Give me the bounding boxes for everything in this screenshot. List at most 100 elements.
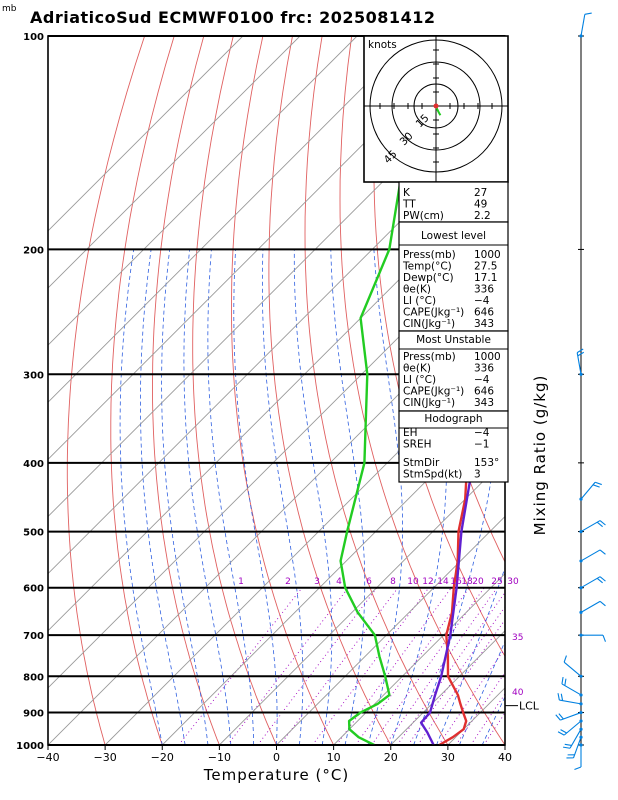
pressure-tick-label: 700 <box>23 631 44 642</box>
wind-barb-column <box>555 12 606 770</box>
moist-adiabat <box>367 249 403 745</box>
wind-barb-staff <box>580 520 601 533</box>
mixing-ratio-line <box>384 587 498 745</box>
mixing-ratio-label: 8 <box>390 577 396 587</box>
wind-barb-feather <box>596 521 603 528</box>
hodograph-storm-motion <box>433 103 439 109</box>
pressure-tick-label: 300 <box>23 370 44 381</box>
isotherm <box>276 515 505 745</box>
most-unstable-value: 1000 <box>474 351 501 363</box>
temperature-tick-label: 40 <box>498 751 512 764</box>
storm-motion-label: StmSpd(kt) <box>403 469 462 481</box>
lowest-level-value: 1000 <box>474 249 501 261</box>
mixing-ratio-label: 4 <box>336 577 342 587</box>
most-unstable-value: 646 <box>474 386 494 398</box>
y-axis-label: Mixing Ratio (g/kg) <box>531 375 549 536</box>
mixing-ratio-label: 16 <box>450 577 462 587</box>
lcl-label: LCL <box>519 700 540 713</box>
moist-adiabat <box>261 249 304 745</box>
storm-motion-value: 3 <box>474 469 481 481</box>
wind-barb-feather <box>602 634 606 642</box>
lowest-level-label: Dewp(°C) <box>403 272 454 284</box>
mixing-ratio-line <box>407 606 505 745</box>
moist-adiabat <box>161 249 209 745</box>
wind-barb-point <box>579 559 583 563</box>
hodograph-index-value: −4 <box>474 427 490 439</box>
moist-adiabat <box>330 249 366 745</box>
isotherm <box>219 458 505 745</box>
wind-barb-feather <box>563 746 571 749</box>
general-index-value: 2.2 <box>474 210 491 222</box>
mixing-ratio-line <box>417 619 505 745</box>
temperature-tick-label: 20 <box>384 751 398 764</box>
wind-barb-staff <box>563 661 582 677</box>
wind-barb-staff <box>559 699 582 705</box>
wind-barb-feather <box>599 576 606 582</box>
lowest-level-box <box>398 221 509 332</box>
isotherm <box>48 36 358 346</box>
moist-adiabat <box>139 249 186 745</box>
most-unstable-label: Press(mb) <box>403 351 456 363</box>
mixing-ratio-label: 10 <box>407 577 419 587</box>
dry-adiabat <box>559 36 618 745</box>
pressure-tick-label: 400 <box>23 459 44 470</box>
temperature-tick-label: 10 <box>327 751 341 764</box>
wind-barb-feather <box>555 714 561 721</box>
general-index-label: K <box>403 187 411 199</box>
temperature-tick-label: −20 <box>151 751 174 764</box>
mixing-ratio-line <box>470 693 505 745</box>
dry-adiabat <box>110 36 175 745</box>
lowest-level-value: 646 <box>474 307 494 319</box>
wind-barb-feather <box>584 12 592 15</box>
dry-adiabat <box>231 36 335 745</box>
isotherm <box>48 36 415 403</box>
mixing-ratio-label: 12 <box>422 577 433 587</box>
pressure-tick-label: 800 <box>23 672 44 683</box>
moist-adiabat <box>119 249 163 745</box>
storm-motion-value: 153° <box>474 457 499 469</box>
wind-barb-staff <box>580 481 596 500</box>
temperature-tick-label: −30 <box>94 751 117 764</box>
dry-adiabat <box>66 36 146 745</box>
dry-adiabat <box>588 36 618 745</box>
isotherm <box>48 173 505 632</box>
mixing-ratio-label: 18 <box>461 577 473 587</box>
wind-barb-feather <box>592 484 600 488</box>
moist-adiabat <box>183 249 232 745</box>
wind-barb-staff <box>561 683 582 696</box>
most-unstable-header: Most Unstable <box>416 334 491 346</box>
wind-barb-point <box>579 710 583 715</box>
wind-barb-feather <box>599 600 606 607</box>
wind-barb-feather <box>577 351 585 357</box>
pressure-tick-label: 1000 <box>16 741 44 752</box>
pressure-tick-label: 600 <box>23 584 44 595</box>
temperature-tick-label: 30 <box>441 751 455 764</box>
wind-barb-point <box>579 693 583 697</box>
wind-barb-point <box>579 743 583 747</box>
wind-barb-feather <box>557 731 565 736</box>
wind-barb-point <box>579 702 583 706</box>
mixing-ratio-line <box>257 587 378 745</box>
dry-adiabat <box>373 36 505 658</box>
pressure-tick-label: 500 <box>23 528 44 539</box>
isotherm <box>48 36 301 289</box>
wind-barb-staff <box>580 549 601 562</box>
lowest-level-value: 27.5 <box>474 261 497 273</box>
isotherm <box>48 36 472 461</box>
lowest-level-value: 17.1 <box>474 272 497 284</box>
lowest-level-label: Press(mb) <box>403 249 456 261</box>
isotherm <box>161 401 505 745</box>
wind-barb-feather <box>574 766 582 770</box>
isotherm <box>48 230 505 689</box>
wind-barb-point <box>579 372 583 376</box>
general-index-value: 49 <box>474 199 487 211</box>
most-unstable-label: CIN(Jkg⁻¹) <box>403 397 455 409</box>
chart-background-lines <box>48 36 618 745</box>
mixing-ratio-line <box>438 647 505 745</box>
wind-barb-point <box>579 34 583 38</box>
wind-barb-feather <box>596 577 603 584</box>
moist-adiabat <box>504 744 505 745</box>
wind-barb-point <box>579 497 583 501</box>
